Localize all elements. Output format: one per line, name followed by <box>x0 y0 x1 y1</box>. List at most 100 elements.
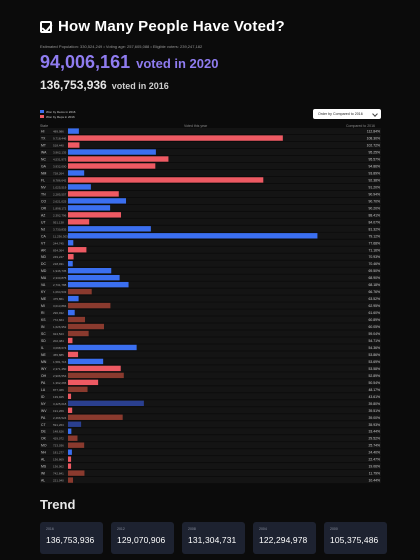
row-background <box>40 267 381 274</box>
votes-label: 11,236,303 <box>53 234 68 238</box>
votes-label: 1,025,519 <box>53 185 67 189</box>
vote-bar <box>68 456 72 462</box>
trend-card-year: 2004 <box>259 527 267 531</box>
row-background <box>40 218 381 225</box>
vote-bar <box>68 233 318 239</box>
trend-card: 2016 136,753,936 <box>40 522 103 554</box>
votes-label: 3,932,000 <box>53 165 67 169</box>
votes-label: 1,362,265 <box>53 381 67 385</box>
state-label: ME <box>41 297 47 301</box>
vote-bar <box>68 288 92 295</box>
state-label: MD <box>41 269 47 273</box>
compared-pct-label: 61.60% <box>369 311 381 315</box>
vote-bar <box>68 330 89 337</box>
votes-label: 296,932 <box>53 311 64 315</box>
votes-label: 924,523 <box>53 332 64 336</box>
row-background <box>40 162 381 170</box>
state-label: ND <box>41 255 46 259</box>
votes-label: 429,072 <box>53 437 64 441</box>
compared-pct-label: 68.90% <box>369 276 381 280</box>
state-label: LA <box>41 388 46 392</box>
legend-item-dems: Won by Dems in 2016 <box>40 109 75 114</box>
vote-bar <box>68 184 91 190</box>
state-label: MA <box>41 276 47 280</box>
row-background <box>40 456 381 463</box>
compared-pct-label: 77.68% <box>369 241 381 245</box>
state-label: VT <box>41 241 45 245</box>
compared-pct-label: 33.44% <box>369 430 381 434</box>
votes-label: 148,626 <box>53 430 64 434</box>
vote-bar <box>68 316 86 323</box>
state-label: CO <box>41 199 46 203</box>
state-label: VA <box>41 283 46 287</box>
compared-pct-label: 53.69% <box>369 360 381 364</box>
column-header-state: State <box>40 124 49 128</box>
vote-bar <box>68 198 127 204</box>
row-background <box>40 351 381 358</box>
row-background <box>40 344 381 351</box>
order-select[interactable]: Order by Compared to 2016 <box>313 109 381 119</box>
compared-pct-label: 29.52% <box>369 437 381 441</box>
vote-bar <box>68 302 111 309</box>
votes-label: 8,786,642 <box>53 178 67 182</box>
total-2016: 136,753,936 voted in 2016 <box>40 78 169 92</box>
state-label: SD <box>41 339 46 343</box>
votes-label: 951,138 <box>53 220 64 224</box>
compared-pct-label: 43.61% <box>369 395 381 399</box>
votes-label: 2,466,524 <box>53 416 67 420</box>
compared-pct-label: 25.74% <box>369 444 381 448</box>
vote-bar <box>68 323 104 330</box>
vote-bar <box>68 337 73 344</box>
votes-label: 772,664 <box>53 318 64 322</box>
compared-pct-label: 108.30% <box>367 137 380 141</box>
row-background <box>40 128 381 135</box>
trend-card: 2000 105,375,486 <box>324 522 387 554</box>
state-label: IN <box>41 325 45 329</box>
row-background <box>40 358 381 365</box>
row-background <box>40 414 381 421</box>
trend-card-value: 131,304,731 <box>188 535 237 545</box>
row-background <box>40 435 381 442</box>
votes-label: 723,036 <box>53 444 64 448</box>
state-label: NH <box>41 451 46 455</box>
state-label: AR <box>41 248 46 252</box>
vote-bar <box>68 414 123 420</box>
compared-pct-label: 39.80% <box>369 402 381 406</box>
compared-pct-label: 112.84% <box>367 130 380 134</box>
compared-pct-label: 90.70% <box>369 199 381 203</box>
legend-swatch-reps <box>40 115 44 118</box>
vote-bar <box>68 219 90 225</box>
votes-label: 3,425,018 <box>53 402 67 406</box>
trend-card-value: 136,753,936 <box>46 535 95 545</box>
state-label: AL <box>41 458 45 462</box>
compared-pct-label: 71.16% <box>369 248 381 252</box>
row-background <box>40 204 381 211</box>
compared-pct-label: 88.41% <box>369 213 381 217</box>
row-background <box>40 260 381 267</box>
vote-bar <box>68 393 72 400</box>
compared-pct-label: 84.07% <box>369 220 381 224</box>
row-background <box>40 288 381 295</box>
vote-bar <box>68 191 119 197</box>
vote-bar <box>68 379 99 386</box>
votes-label: 249,247 <box>53 255 64 259</box>
legend-item-reps: Won by Reps in 2016 <box>40 114 75 119</box>
row-background <box>40 442 381 449</box>
votes-label: 2,371,450 <box>53 367 67 371</box>
state-label: ID <box>41 395 45 399</box>
vote-bar <box>68 156 169 162</box>
legend-label-reps: Won by Reps in 2016 <box>46 114 75 119</box>
compared-pct-label: 91.20% <box>369 185 381 189</box>
state-label: AL <box>41 479 45 483</box>
row-background <box>40 169 381 177</box>
compared-pct-label: 90.94% <box>369 192 381 196</box>
votes-label: 1,626,952 <box>53 325 67 329</box>
vote-bar <box>68 463 72 469</box>
state-label: WI <box>41 472 45 476</box>
compared-pct-label: 70.93% <box>369 255 381 259</box>
compared-pct-label: 60.89% <box>369 318 381 322</box>
trend-title: Trend <box>40 497 76 512</box>
vote-bar <box>68 407 73 413</box>
votes-label: 2,906,554 <box>53 374 67 378</box>
votes-label: 455,885 <box>53 353 64 357</box>
